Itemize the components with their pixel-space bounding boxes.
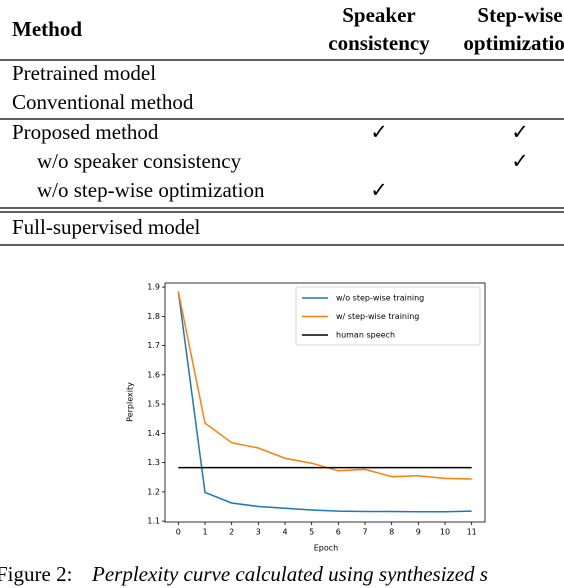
x-tick-label: 9 <box>416 528 421 537</box>
x-tick-label: 2 <box>229 528 234 537</box>
header-stepwise: Step-wise <box>477 3 562 27</box>
caption-text: Perplexity curve calculated using synthe… <box>91 562 488 586</box>
table-rules <box>0 59 564 246</box>
x-axis-label: Epoch <box>314 544 339 553</box>
row-label: w/o step-wise optimization <box>37 178 265 202</box>
row-label: Proposed method <box>12 120 159 144</box>
check: ✓ <box>511 120 529 144</box>
y-tick-label: 1.2 <box>147 487 160 496</box>
x-tick-label: 1 <box>202 528 207 537</box>
x-tick-label: 10 <box>440 528 450 537</box>
x-tick-label: 11 <box>467 528 477 537</box>
row-label: Pretrained model <box>12 61 156 85</box>
x-tick-label: 8 <box>389 528 394 537</box>
check: ✓ <box>370 178 388 202</box>
row-label: Conventional method <box>12 90 194 114</box>
header-method: Method <box>12 17 82 41</box>
y-tick-label: 1.1 <box>147 517 160 526</box>
header-stepwise: optimization <box>463 31 564 55</box>
row-label: w/o speaker consistency <box>37 149 242 173</box>
y-tick-label: 1.7 <box>147 341 160 350</box>
y-tick-label: 1.4 <box>147 429 160 438</box>
x-tick-label: 4 <box>282 528 287 537</box>
header-speaker: Speaker <box>342 3 416 27</box>
legend-label: human speech <box>336 331 395 340</box>
y-tick-label: 1.5 <box>147 400 160 409</box>
y-tick-label: 1.3 <box>147 458 160 467</box>
y-axis-label: Perplexity <box>126 382 135 422</box>
y-tick-label: 1.6 <box>147 370 160 379</box>
x-tick-label: 6 <box>336 528 341 537</box>
legend-box <box>295 286 481 346</box>
check: ✓ <box>370 120 388 144</box>
header-speaker: consistency <box>328 31 430 55</box>
x-tick-label: 5 <box>309 528 314 537</box>
x-tick-label: 0 <box>176 528 181 537</box>
x-tick-label: 7 <box>362 528 367 537</box>
check: ✓ <box>511 149 529 173</box>
caption-label: Figure 2: <box>0 562 72 586</box>
y-tick-label: 1.9 <box>147 283 160 292</box>
row-label: Full-supervised model <box>12 215 201 239</box>
plot-frame <box>164 282 486 523</box>
y-tick-label: 1.8 <box>147 312 160 321</box>
x-tick-label: 3 <box>256 528 261 537</box>
legend-label: w/ step-wise training <box>336 312 419 321</box>
legend-label: w/o step-wise training <box>336 294 424 303</box>
series-line <box>177 291 472 513</box>
